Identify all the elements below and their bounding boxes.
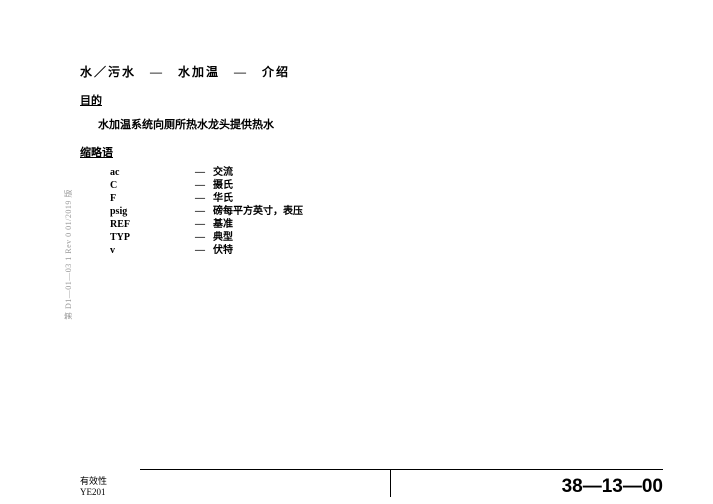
footer-validity: 有效性 YE201: [80, 476, 107, 498]
footer-divider: [390, 469, 391, 497]
side-revision-text: 第 D1—01—03 1 Rev 0 01/2019 版: [63, 189, 74, 320]
abbr-val: 摄氏: [213, 180, 233, 191]
purpose-text: 水加温系统向厕所热水龙头提供热水: [98, 116, 663, 132]
validity-label: 有效性: [80, 476, 107, 487]
abbr-val: 交流: [213, 167, 233, 178]
footer-page-code: 38—13—00: [562, 476, 663, 498]
abbr-table: ac—交流 C—摄氏 F—华氏 psig—磅每平方英寸，表压 REF—基准 TY…: [110, 166, 663, 257]
abbr-key: C: [110, 179, 195, 192]
abbr-row: v—伏特: [110, 244, 663, 257]
abbr-key: TYP: [110, 231, 195, 244]
abbr-dash: —: [195, 244, 213, 257]
abbr-dash: —: [195, 218, 213, 231]
page-content: 水／污水 — 水加温 — 介绍 目的 水加温系统向厕所热水龙头提供热水 缩略语 …: [80, 63, 663, 257]
footer-rule: [140, 469, 663, 470]
abbr-key: v: [110, 244, 195, 257]
abbr-dash: —: [195, 205, 213, 218]
abbr-row: C—摄氏: [110, 179, 663, 192]
abbr-dash: —: [195, 192, 213, 205]
abbr-val: 典型: [213, 232, 233, 243]
abbr-row: psig—磅每平方英寸，表压: [110, 205, 663, 218]
purpose-heading: 目的: [80, 92, 663, 108]
abbr-val: 磅每平方英寸，表压: [213, 206, 303, 217]
abbr-row: REF—基准: [110, 218, 663, 231]
abbr-dash: —: [195, 231, 213, 244]
abbr-dash: —: [195, 179, 213, 192]
abbr-dash: —: [195, 166, 213, 179]
abbr-key: psig: [110, 205, 195, 218]
abbr-row: TYP—典型: [110, 231, 663, 244]
page-title: 水／污水 — 水加温 — 介绍: [80, 63, 663, 80]
abbr-heading: 缩略语: [80, 144, 663, 160]
abbr-row: ac—交流: [110, 166, 663, 179]
abbr-row: F—华氏: [110, 192, 663, 205]
abbr-key: F: [110, 192, 195, 205]
abbr-key: ac: [110, 166, 195, 179]
abbr-key: REF: [110, 218, 195, 231]
abbr-val: 基准: [213, 219, 233, 230]
validity-code: YE201: [80, 487, 107, 498]
abbr-val: 伏特: [213, 245, 233, 256]
abbr-val: 华氏: [213, 193, 233, 204]
